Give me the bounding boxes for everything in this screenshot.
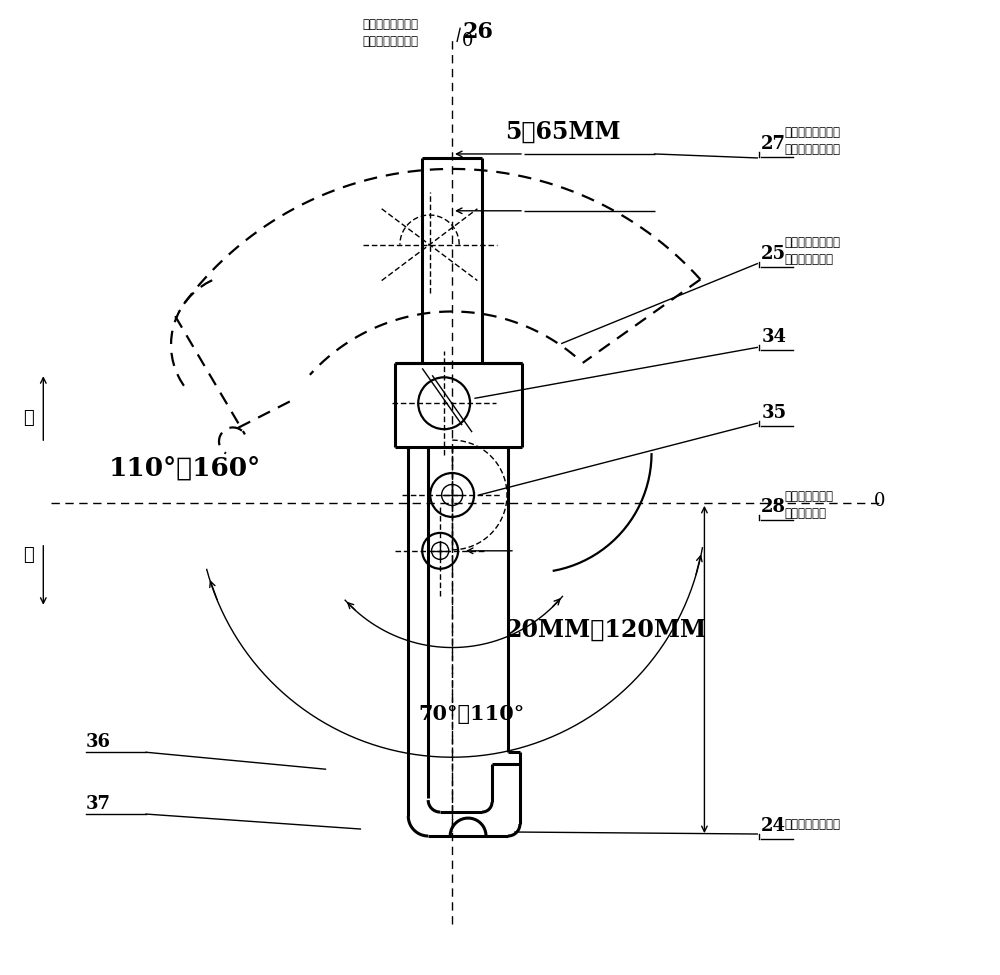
Text: 26: 26 — [462, 21, 493, 43]
Text: 0: 0 — [462, 32, 474, 51]
Text: 37: 37 — [86, 795, 111, 813]
Text: 合: 合 — [23, 546, 34, 564]
Text: （销式开合定位拉
割刀座斜轴线）: （销式开合定位拉 割刀座斜轴线） — [784, 236, 840, 265]
Text: 0: 0 — [874, 492, 885, 510]
Text: 34: 34 — [761, 329, 786, 346]
Text: 36: 36 — [86, 733, 111, 752]
Text: 5－65MM: 5－65MM — [505, 120, 621, 144]
Text: 110°－160°: 110°－160° — [109, 455, 261, 481]
Text: 28: 28 — [761, 498, 786, 516]
Text: 35: 35 — [761, 405, 786, 422]
Text: 开: 开 — [23, 410, 34, 427]
Text: （销式开合定位拉
割刀座垂直轴线）: （销式开合定位拉 割刀座垂直轴线） — [362, 19, 418, 49]
Text: 24: 24 — [761, 817, 786, 835]
Text: （刀刃水平轴线）: （刀刃水平轴线） — [784, 818, 840, 831]
Text: 27: 27 — [761, 135, 786, 153]
Text: 25: 25 — [761, 245, 786, 262]
Text: 20MM－120MM: 20MM－120MM — [505, 617, 706, 642]
Text: （销式开合定位拉
割刀座底垂直线）: （销式开合定位拉 割刀座底垂直线） — [784, 126, 840, 156]
Text: 70°－110°: 70°－110° — [418, 704, 524, 724]
Text: （活动滚轮刀座
水平中轴线）: （活动滚轮刀座 水平中轴线） — [784, 490, 833, 520]
